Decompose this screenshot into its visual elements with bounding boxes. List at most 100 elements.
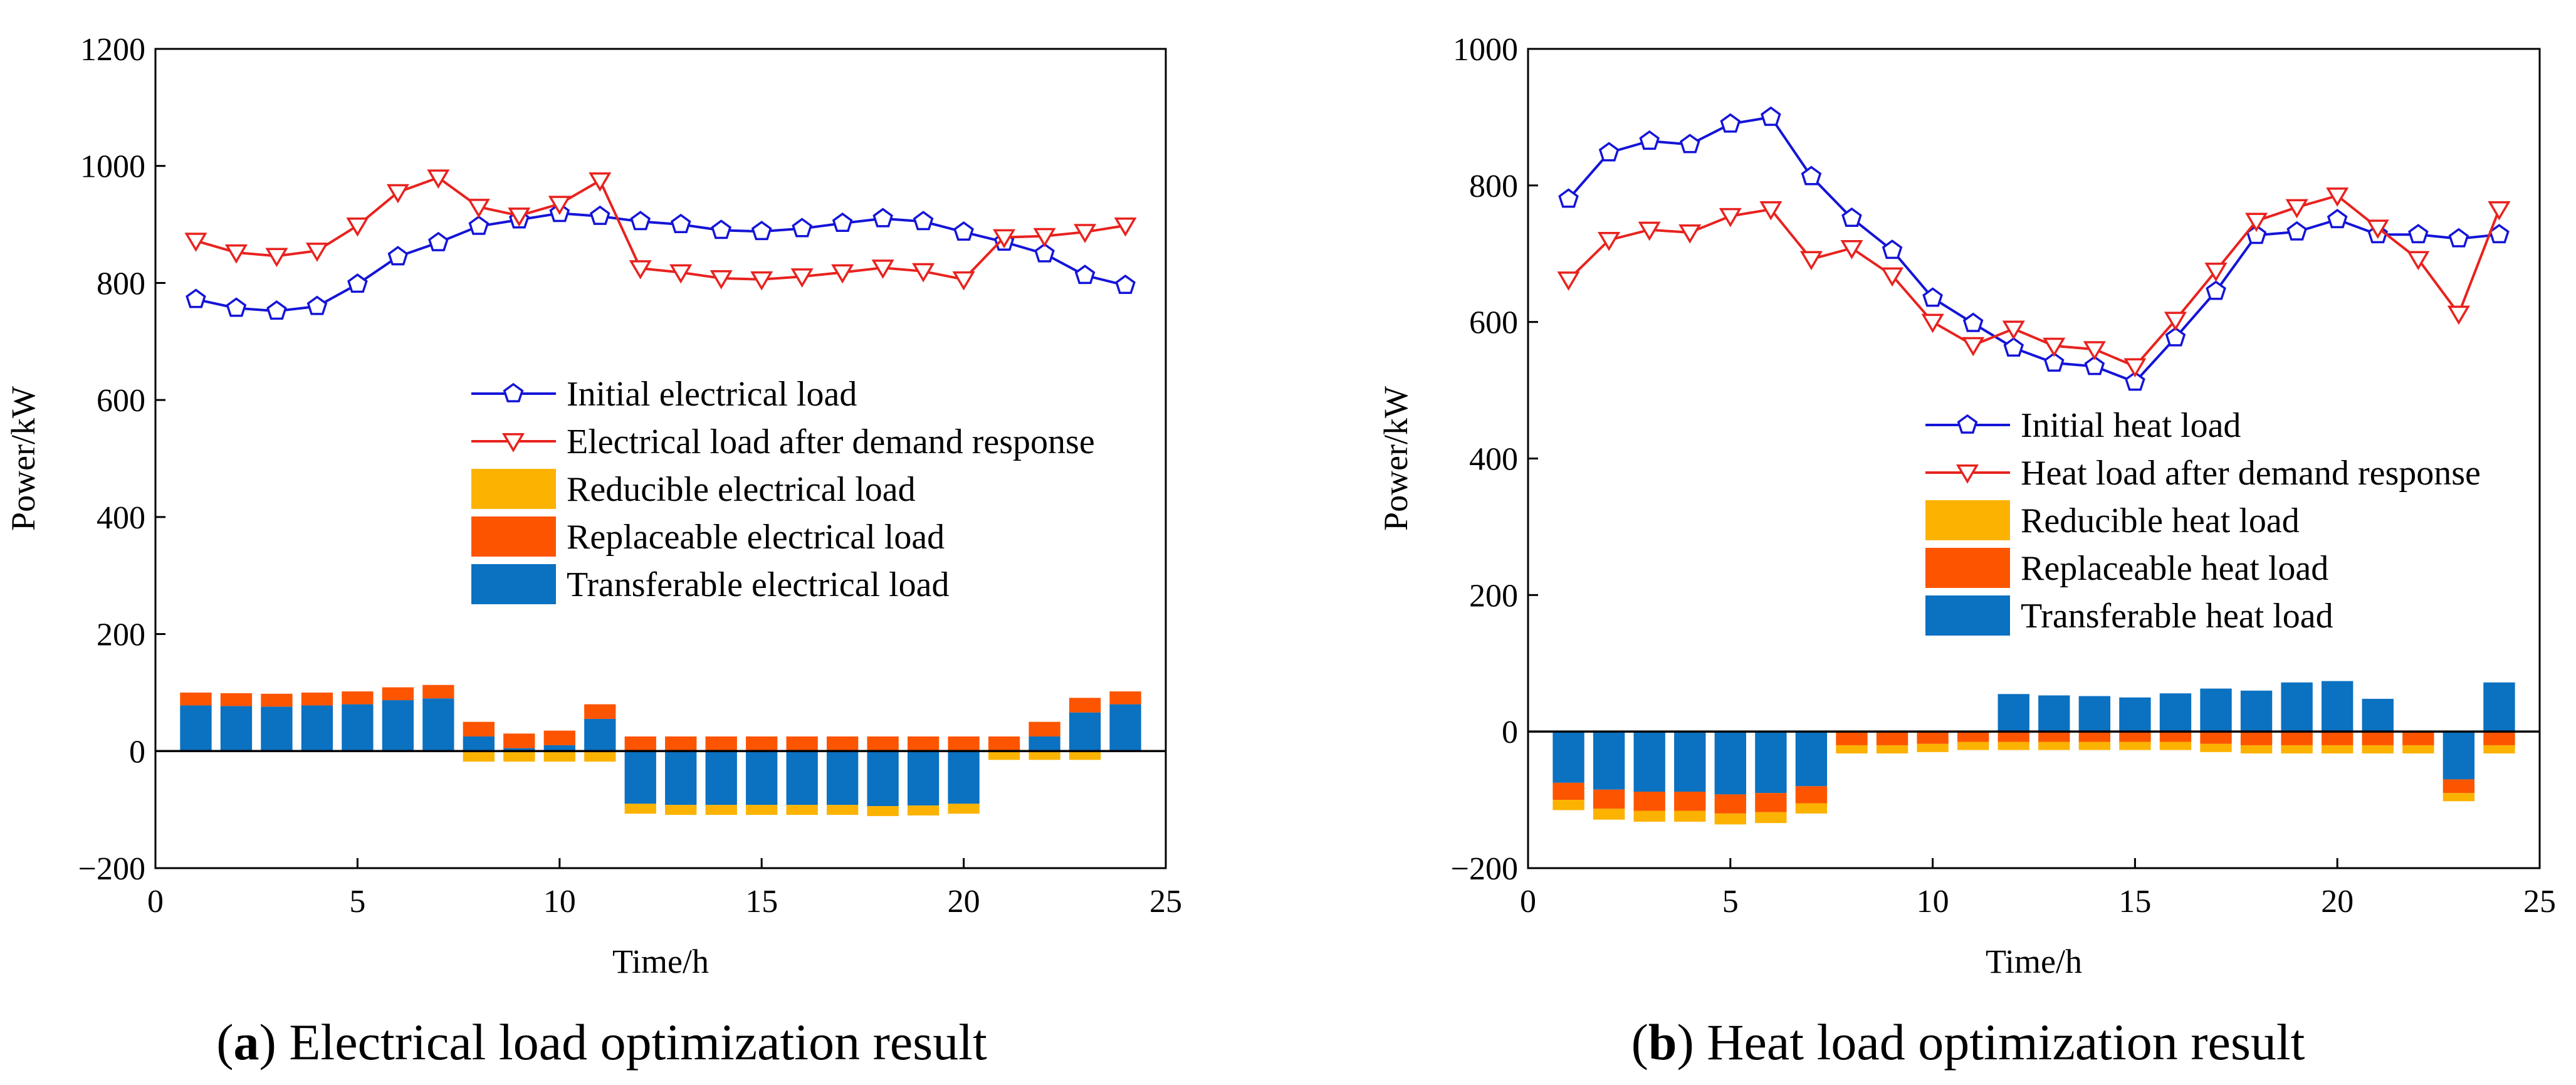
marker-heat-load-after-demand-response — [2123, 358, 2147, 378]
marker-initial-electrical-load — [832, 212, 853, 233]
bar-replaceable-electrical-load — [948, 736, 980, 752]
y-tick-label: 800 — [1469, 169, 1518, 204]
marker-heat-load-after-demand-response — [1759, 201, 1783, 221]
bar-transferable-electrical-load — [1029, 736, 1060, 752]
x-tick-label: 0 — [147, 884, 164, 920]
x-tick-label: 5 — [349, 884, 365, 920]
bar-replaceable-heat-load — [1674, 792, 1706, 811]
bar-replaceable-heat-load — [2483, 731, 2515, 745]
bar-transferable-electrical-load — [543, 745, 575, 752]
marker-heat-load-after-demand-response — [1557, 271, 1580, 291]
line-initial-heat-load — [1568, 115, 2500, 384]
bar-transferable-electrical-load — [1109, 704, 1141, 752]
marker-heat-load-after-demand-response — [2285, 199, 2308, 219]
legend-label: Initial electrical load — [567, 375, 857, 414]
marker-electrical-load-after-demand-response — [224, 244, 248, 264]
marker-initial-heat-load — [2043, 352, 2065, 372]
marker-initial-heat-load — [2125, 371, 2145, 391]
bar-transferable-electrical-load — [907, 751, 940, 806]
marker-initial-heat-load — [2327, 209, 2348, 229]
bar-transferable-electrical-load — [422, 698, 454, 752]
bar-replaceable-heat-load — [2200, 731, 2232, 744]
bar-transferable-heat-load — [1633, 731, 1665, 792]
bar-transferable-heat-load — [1755, 731, 1787, 794]
y-tick-label: 200 — [97, 617, 145, 653]
marker-electrical-load-after-demand-response — [589, 172, 612, 192]
y-tick-label: 1200 — [80, 32, 145, 68]
bar-transferable-electrical-load — [786, 751, 818, 805]
bar-reducible-electrical-load — [503, 751, 535, 762]
marker-heat-load-after-demand-response — [1799, 251, 1823, 271]
bar-reducible-electrical-load — [584, 751, 616, 762]
bar-replaceable-electrical-load — [301, 692, 333, 706]
x-tick-label: 20 — [948, 884, 980, 920]
marker-electrical-load-after-demand-response — [790, 268, 814, 288]
legend-bar-swatch — [1925, 500, 2010, 540]
figure-caption: (b) Heat load optimization result — [1631, 1014, 2305, 1071]
bar-transferable-heat-load — [2119, 697, 2151, 732]
legend-label: Reducible electrical load — [567, 470, 916, 509]
marker-initial-electrical-load — [711, 219, 732, 239]
x-tick-label: 20 — [2321, 884, 2353, 920]
legend-bar-swatch — [1925, 595, 2010, 636]
bar-transferable-electrical-load — [705, 751, 737, 805]
marker-heat-load-after-demand-response — [2366, 219, 2389, 239]
marker-initial-heat-load — [1841, 207, 1862, 227]
marker-electrical-load-after-demand-response — [709, 270, 733, 290]
marker-heat-load-after-demand-response — [2204, 262, 2228, 282]
plot-frame — [154, 48, 1167, 869]
bar-replaceable-electrical-load — [180, 692, 212, 706]
legend: Initial electrical load Electrical load a… — [471, 375, 1095, 604]
bar-reducible-electrical-load — [1029, 751, 1060, 760]
x-tick-label: 25 — [2523, 884, 2556, 920]
bar-reducible-electrical-load — [543, 751, 575, 762]
bar-replaceable-heat-load — [1633, 792, 1665, 811]
bar-transferable-electrical-load — [382, 700, 414, 752]
marker-initial-heat-load — [1679, 134, 1700, 154]
legend-marker-swatch — [1956, 464, 1979, 484]
bar-transferable-heat-load — [2078, 696, 2111, 732]
marker-initial-electrical-load — [428, 231, 449, 251]
bar-transferable-electrical-load — [503, 748, 535, 752]
bar-replaceable-heat-load — [1997, 731, 2029, 742]
marker-heat-load-after-demand-response — [1638, 221, 1661, 241]
bar-reducible-heat-load — [2322, 745, 2353, 754]
y-tick-label: 400 — [1469, 442, 1518, 478]
legend-label: Initial heat load — [2021, 406, 2241, 445]
marker-electrical-load-after-demand-response — [629, 260, 652, 280]
marker-initial-electrical-load — [266, 300, 287, 320]
y-tick-label: 0 — [129, 734, 145, 770]
marker-electrical-load-after-demand-response — [548, 196, 571, 216]
bar-replaceable-heat-load — [2240, 731, 2273, 745]
bar-reducible-heat-load — [1997, 742, 2029, 750]
bar-reducible-heat-load — [1917, 743, 1949, 752]
bar-reducible-heat-load — [2281, 745, 2313, 754]
bar-replaceable-heat-load — [2038, 731, 2070, 742]
y-tick-label: −200 — [78, 851, 145, 887]
legend-marker-swatch — [1957, 414, 1978, 434]
bar-transferable-electrical-load — [624, 751, 656, 804]
legend: Initial heat load Heat load after demand … — [1925, 406, 2481, 636]
bar-transferable-electrical-load — [261, 706, 293, 752]
bar-transferable-heat-load — [2200, 688, 2232, 732]
marker-initial-heat-load — [2003, 337, 2024, 357]
bar-replaceable-electrical-load — [503, 733, 535, 748]
y-tick-label: −200 — [1451, 851, 1518, 887]
marker-electrical-load-after-demand-response — [386, 184, 409, 204]
bar-transferable-heat-load — [2240, 690, 2273, 732]
marker-electrical-load-after-demand-response — [1073, 224, 1097, 243]
caption-open-paren: ( — [1631, 1014, 1648, 1071]
marker-initial-electrical-load — [1115, 275, 1136, 295]
marker-heat-load-after-demand-response — [1840, 240, 1863, 259]
bar-transferable-electrical-load — [342, 704, 374, 752]
marker-initial-electrical-load — [670, 213, 691, 233]
bar-replaceable-heat-load — [1917, 731, 1949, 744]
marker-initial-heat-load — [1922, 287, 1943, 307]
marker-electrical-load-after-demand-response — [508, 207, 531, 227]
bar-replaceable-electrical-load — [463, 721, 495, 736]
x-axis-label: Time/h — [1986, 943, 2082, 980]
marker-electrical-load-after-demand-response — [305, 243, 328, 262]
y-tick-label: 800 — [97, 266, 145, 301]
bar-transferable-electrical-load — [463, 736, 495, 752]
